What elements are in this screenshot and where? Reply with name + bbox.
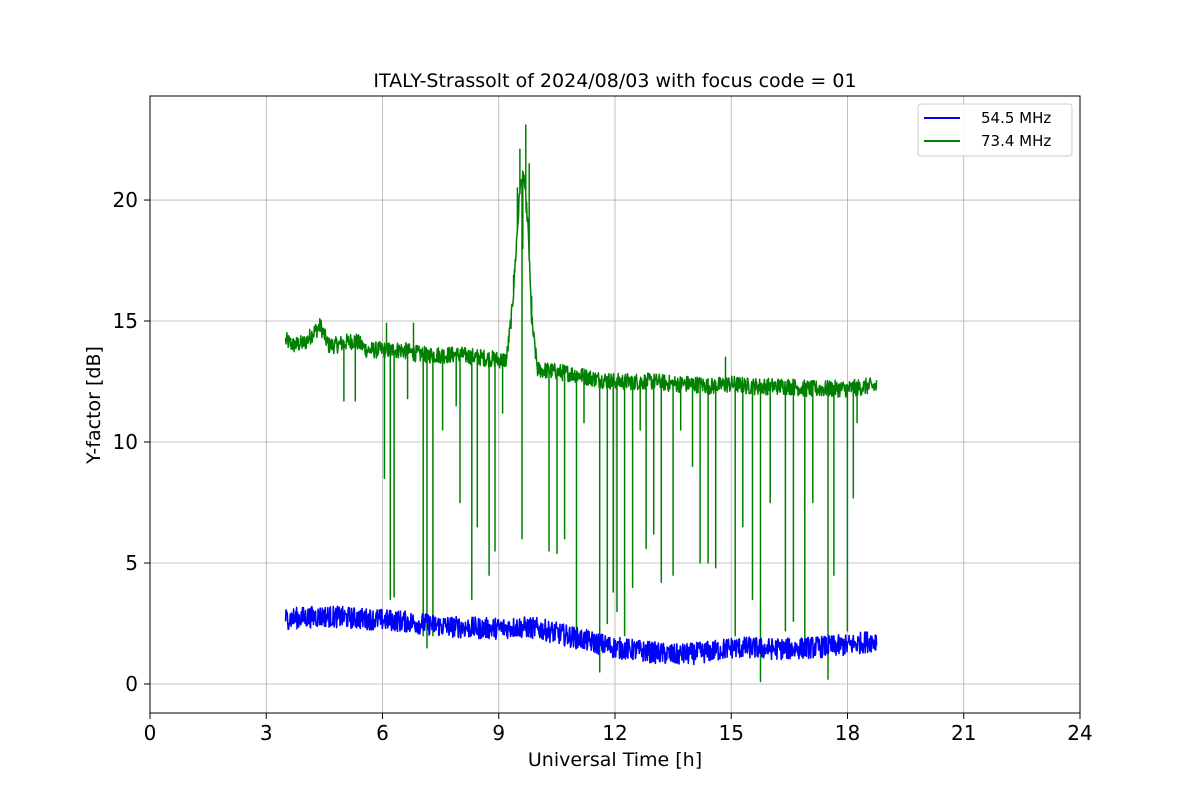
y-tick-label: 10 [113, 430, 138, 454]
axis-ticks: 0 3 6 9 12 15 18 21 24 0 5 10 15 20 [113, 188, 1093, 745]
x-tick-label: 21 [951, 721, 976, 745]
x-tick-label: 12 [602, 721, 627, 745]
plot-area [284, 124, 878, 683]
legend: 54.5 MHz 73.4 MHz [917, 103, 1073, 157]
x-tick-label: 6 [376, 721, 389, 745]
x-tick-label: 3 [260, 721, 273, 745]
legend-label: 54.5 MHz [981, 109, 1051, 127]
series-line-54-5-mhz [284, 605, 878, 666]
y-tick-label: 20 [113, 188, 138, 212]
x-tick-label: 15 [719, 721, 744, 745]
y-tick-label: 15 [113, 309, 138, 333]
y-tick-label: 0 [125, 672, 138, 696]
series-line-73-4-mhz [284, 124, 878, 683]
x-tick-label: 24 [1067, 721, 1092, 745]
x-tick-label: 0 [144, 721, 157, 745]
legend-label: 73.4 MHz [981, 132, 1051, 150]
x-axis-label: Universal Time [h] [528, 749, 702, 771]
y-tick-label: 5 [125, 551, 138, 575]
chart-title: ITALY-Strassolt of 2024/08/03 with focus… [373, 70, 856, 92]
x-tick-label: 18 [835, 721, 860, 745]
y-axis-label: Y-factor [dB] [83, 346, 105, 465]
x-tick-label: 9 [492, 721, 505, 745]
